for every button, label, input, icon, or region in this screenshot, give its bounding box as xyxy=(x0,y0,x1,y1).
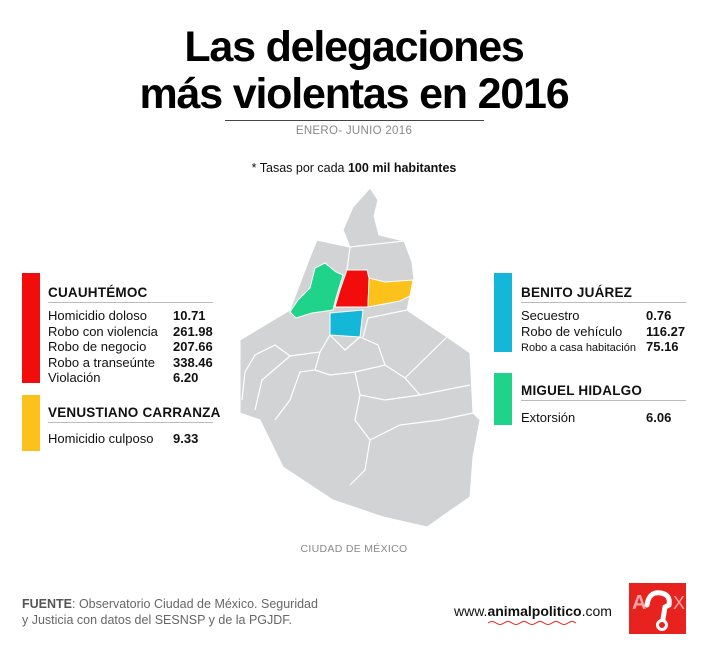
data-row: Homicidio culposo 9.33 xyxy=(48,431,218,447)
map-benito-juarez xyxy=(329,309,364,338)
animal-politico-logo: A X xyxy=(629,583,686,634)
row-value: 0.76 xyxy=(646,308,672,323)
panel-rows-benito-juarez: Secuestro 0.76 Robo de vehículo 116.27 Rob… xyxy=(521,308,691,357)
district-borders xyxy=(241,239,474,486)
data-row: Robo a casa habitación 75.16 xyxy=(521,339,691,357)
row-value: 338.46 xyxy=(173,354,213,370)
data-row: Extorsión 6.06 xyxy=(521,410,691,426)
row-label: Extorsión xyxy=(521,410,576,425)
svg-text:X: X xyxy=(673,593,685,613)
row-label: Robo con violencia xyxy=(48,323,158,339)
panel-rows-cuauhtemoc: Homicidio doloso 10.71 Robo con violencia… xyxy=(48,308,218,386)
color-bar-venustiano-carranza xyxy=(22,395,40,451)
source-line-1: : Observatorio Ciudad de México. Segurid… xyxy=(72,597,318,611)
title-divider xyxy=(225,120,484,121)
row-label: Robo a casa habitación xyxy=(521,342,636,354)
url-suffix: .com xyxy=(581,603,612,619)
row-label: Robo a transeúnte xyxy=(48,354,155,370)
panel-divider xyxy=(521,302,686,303)
note-text: * Tasas por cada xyxy=(251,161,348,175)
url-domain: animalpolitico xyxy=(487,603,582,619)
source-line-2: y Justicia con datos del SESNSP y de la … xyxy=(22,613,293,627)
row-value: 9.33 xyxy=(173,431,199,446)
data-row: Violación 6.20 xyxy=(48,370,218,386)
data-row: Robo a transeúnte 338.46 xyxy=(48,355,218,371)
note-bold: 100 mil habitantes xyxy=(347,161,457,175)
title-line-1: Las delegaciones xyxy=(184,23,524,71)
website-link[interactable]: www.animalpolitico.com xyxy=(454,603,612,619)
data-row: Secuestro 0.76 xyxy=(521,308,691,324)
color-bar-cuauhtemoc xyxy=(22,273,40,383)
panel-title-cuauhtemoc: CUAUHTÉMOC xyxy=(48,285,148,300)
data-row: Robo de vehículo 116.27 xyxy=(521,324,691,340)
panel-rows-miguel-hidalgo: Extorsión 6.06 xyxy=(521,410,691,426)
map-venustiano-carranza xyxy=(367,277,414,308)
source-note: FUENTE: Observatorio Ciudad de México. S… xyxy=(22,596,318,628)
row-value: 207.66 xyxy=(173,339,213,354)
svg-text:A: A xyxy=(632,592,646,614)
row-value: 261.98 xyxy=(173,323,213,339)
source-label: FUENTE xyxy=(22,597,72,611)
data-row: Robo con violencia 261.98 xyxy=(48,324,218,340)
data-row: Robo de negocio 207.66 xyxy=(48,339,218,355)
map-label: CIUDAD DE MÉXICO xyxy=(300,543,408,555)
panel-title-venustiano-carranza: VENUSTIANO CARRANZA xyxy=(48,405,221,420)
row-label: Homicidio doloso xyxy=(48,308,147,323)
logo-icon: A X xyxy=(632,590,685,631)
row-value: 116.27 xyxy=(646,323,686,339)
row-label: Violación xyxy=(48,370,101,385)
panel-title-miguel-hidalgo: MIGUEL HIDALGO xyxy=(521,383,643,398)
rate-note: * Tasas por cada 100 mil habitantes xyxy=(0,161,708,175)
map-outline xyxy=(239,187,481,528)
row-value: 6.20 xyxy=(173,370,199,385)
title-line-2: más violentas en 2016 xyxy=(139,70,570,118)
row-label: Robo de vehículo xyxy=(521,323,623,339)
row-value: 75.16 xyxy=(646,339,679,354)
row-value: 10.71 xyxy=(173,308,206,323)
color-bar-miguel-hidalgo xyxy=(494,373,512,425)
panel-divider xyxy=(521,400,686,401)
data-row: Homicidio doloso 10.71 xyxy=(48,308,218,324)
map-miguel-hidalgo xyxy=(289,262,344,319)
row-value: 6.06 xyxy=(646,410,672,425)
panel-divider xyxy=(48,302,213,303)
panel-rows-venustiano-carranza: Homicidio culposo 9.33 xyxy=(48,431,218,447)
url-underline-squiggle xyxy=(488,621,577,625)
color-bar-benito-juarez xyxy=(494,273,512,352)
period: ENERO- JUNIO 2016 xyxy=(295,125,413,137)
panel-divider xyxy=(48,422,213,423)
panel-title-benito-juarez: BENITO JUÁREZ xyxy=(521,285,633,300)
row-label: Homicidio culposo xyxy=(48,431,154,446)
row-label: Robo de negocio xyxy=(48,339,147,354)
row-label: Secuestro xyxy=(521,308,580,323)
url-prefix: www. xyxy=(454,603,488,619)
